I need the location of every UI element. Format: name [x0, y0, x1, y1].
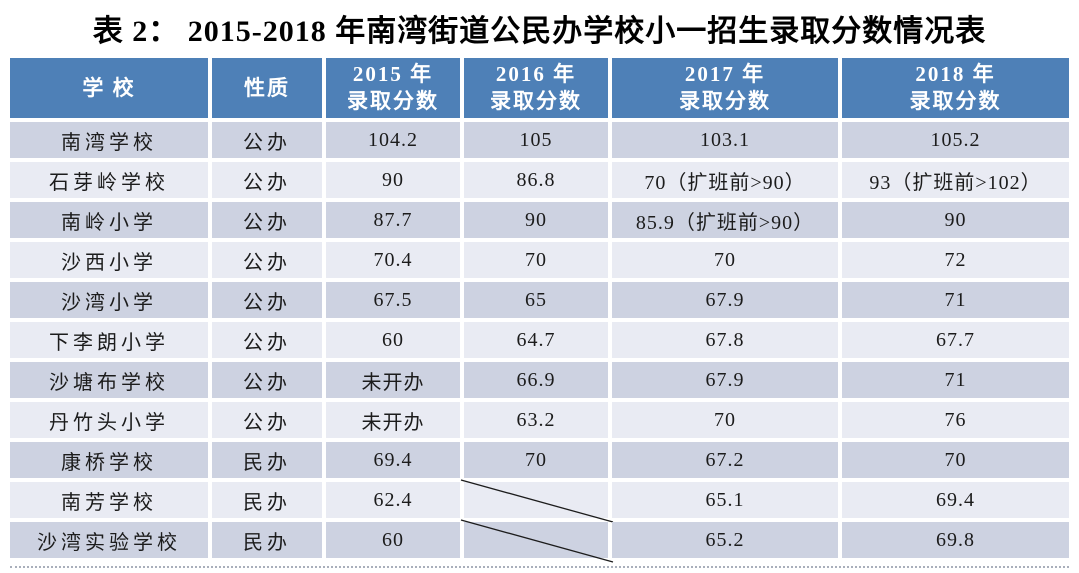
score-cell: 60 [326, 522, 460, 558]
diagonal-slash-icon [461, 520, 613, 562]
column-header-2015: 2015 年 录取分数 [326, 58, 460, 118]
score-cell: 90 [464, 202, 608, 238]
score-cell: 69.4 [842, 482, 1069, 518]
column-header-label: 2017 年 [684, 62, 766, 86]
column-header-nature: 性质 [212, 58, 322, 118]
score-cell: 67.2 [612, 442, 838, 478]
score-cell: 105 [464, 122, 608, 158]
table-row: 南湾学校 公办 104.2 105 103.1 105.2 [10, 122, 1069, 158]
nature-cell: 民办 [212, 442, 322, 478]
column-header-sublabel: 录取分数 [490, 89, 582, 113]
score-cell: 86.8 [464, 162, 608, 198]
table-row: 沙塘布学校 公办 未开办 66.9 67.9 71 [10, 362, 1069, 398]
column-header-school: 学 校 [10, 58, 208, 118]
score-cell: 67.8 [612, 322, 838, 358]
score-cell: 67.9 [612, 282, 838, 318]
score-cell: 60 [326, 322, 460, 358]
school-cell: 石芽岭学校 [10, 162, 208, 198]
score-cell: 71 [842, 362, 1069, 398]
table-row: 沙湾实验学校 民办 60 65.2 69.8 [10, 522, 1069, 558]
school-cell: 沙湾实验学校 [10, 522, 208, 558]
score-cell: 93（扩班前>102） [842, 162, 1069, 198]
score-cell: 70 [842, 442, 1069, 478]
column-header-sublabel: 录取分数 [679, 89, 771, 113]
table-row: 沙湾小学 公办 67.5 65 67.9 71 [10, 282, 1069, 318]
score-cell: 70.4 [326, 242, 460, 278]
score-cell: 65 [464, 282, 608, 318]
column-header-2016: 2016 年 录取分数 [464, 58, 608, 118]
table-row: 康桥学校 民办 69.4 70 67.2 70 [10, 442, 1069, 478]
score-cell: 90 [842, 202, 1069, 238]
score-cell: 66.9 [464, 362, 608, 398]
school-cell: 沙西小学 [10, 242, 208, 278]
table-row: 石芽岭学校 公办 90 86.8 70（扩班前>90） 93（扩班前>102） [10, 162, 1069, 198]
score-cell: 未开办 [326, 362, 460, 398]
school-cell: 康桥学校 [10, 442, 208, 478]
nature-cell: 公办 [212, 402, 322, 438]
score-cell: 67.5 [326, 282, 460, 318]
score-cell: 64.7 [464, 322, 608, 358]
column-header-2017: 2017 年 录取分数 [612, 58, 838, 118]
score-cell: 70 [464, 442, 608, 478]
school-cell: 沙湾小学 [10, 282, 208, 318]
table-bottom-border [10, 566, 1069, 568]
table-row: 南岭小学 公办 87.7 90 85.9（扩班前>90） 90 [10, 202, 1069, 238]
column-header-sublabel: 录取分数 [347, 89, 439, 113]
nature-cell: 公办 [212, 322, 322, 358]
score-cell: 104.2 [326, 122, 460, 158]
nature-cell: 公办 [212, 282, 322, 318]
column-header-label: 2016 年 [495, 62, 577, 86]
table-row: 下李朗小学 公办 60 64.7 67.8 67.7 [10, 322, 1069, 358]
nature-cell: 公办 [212, 242, 322, 278]
score-cell: 72 [842, 242, 1069, 278]
diagonal-slash-icon [461, 480, 613, 522]
score-cell: 67.7 [842, 322, 1069, 358]
score-cell: 71 [842, 282, 1069, 318]
score-cell: 70 [612, 402, 838, 438]
scores-table: 学 校 性质 2015 年 录取分数 2016 年 录取分数 2017 年 录取… [10, 58, 1069, 558]
school-cell: 下李朗小学 [10, 322, 208, 358]
column-header-label: 2018 年 [915, 62, 996, 86]
score-cell: 70（扩班前>90） [612, 162, 838, 198]
table-title: 表 2： 2015-2018 年南湾街道公民办学校小一招生录取分数情况表 [92, 15, 987, 48]
score-cell: 70 [464, 242, 608, 278]
nature-cell: 民办 [212, 482, 322, 518]
nature-cell: 公办 [212, 122, 322, 158]
score-cell: 76 [842, 402, 1069, 438]
school-cell: 丹竹头小学 [10, 402, 208, 438]
score-cell: 69.4 [326, 442, 460, 478]
column-header-sublabel: 录取分数 [909, 89, 1002, 113]
nature-cell: 公办 [212, 362, 322, 398]
score-cell: 90 [326, 162, 460, 198]
score-cell: 70 [612, 242, 838, 278]
score-cell: 87.7 [326, 202, 460, 238]
score-cell [464, 482, 608, 518]
nature-cell: 公办 [212, 202, 322, 238]
school-cell: 沙塘布学校 [10, 362, 208, 398]
score-cell: 63.2 [464, 402, 608, 438]
score-cell: 65.1 [612, 482, 838, 518]
column-header-label: 2015 年 [352, 62, 434, 86]
score-cell: 未开办 [326, 402, 460, 438]
table-header-row: 学 校 性质 2015 年 录取分数 2016 年 录取分数 2017 年 录取… [10, 58, 1069, 118]
nature-cell: 民办 [212, 522, 322, 558]
table-row: 沙西小学 公办 70.4 70 70 72 [10, 242, 1069, 278]
score-cell: 65.2 [612, 522, 838, 558]
score-cell: 69.8 [842, 522, 1069, 558]
column-header-label: 性质 [244, 75, 290, 100]
column-header-label: 学 校 [82, 75, 136, 100]
score-cell: 62.4 [326, 482, 460, 518]
score-cell: 85.9（扩班前>90） [612, 202, 838, 238]
school-cell: 南湾学校 [10, 122, 208, 158]
score-cell [464, 522, 608, 558]
school-cell: 南岭小学 [10, 202, 208, 238]
score-cell: 67.9 [612, 362, 838, 398]
nature-cell: 公办 [212, 162, 322, 198]
table-row: 丹竹头小学 公办 未开办 63.2 70 76 [10, 402, 1069, 438]
column-header-2018: 2018 年 录取分数 [842, 58, 1069, 118]
school-cell: 南芳学校 [10, 482, 208, 518]
score-cell: 105.2 [842, 122, 1069, 158]
table-row: 南芳学校 民办 62.4 65.1 69.4 [10, 482, 1069, 518]
score-cell: 103.1 [612, 122, 838, 158]
